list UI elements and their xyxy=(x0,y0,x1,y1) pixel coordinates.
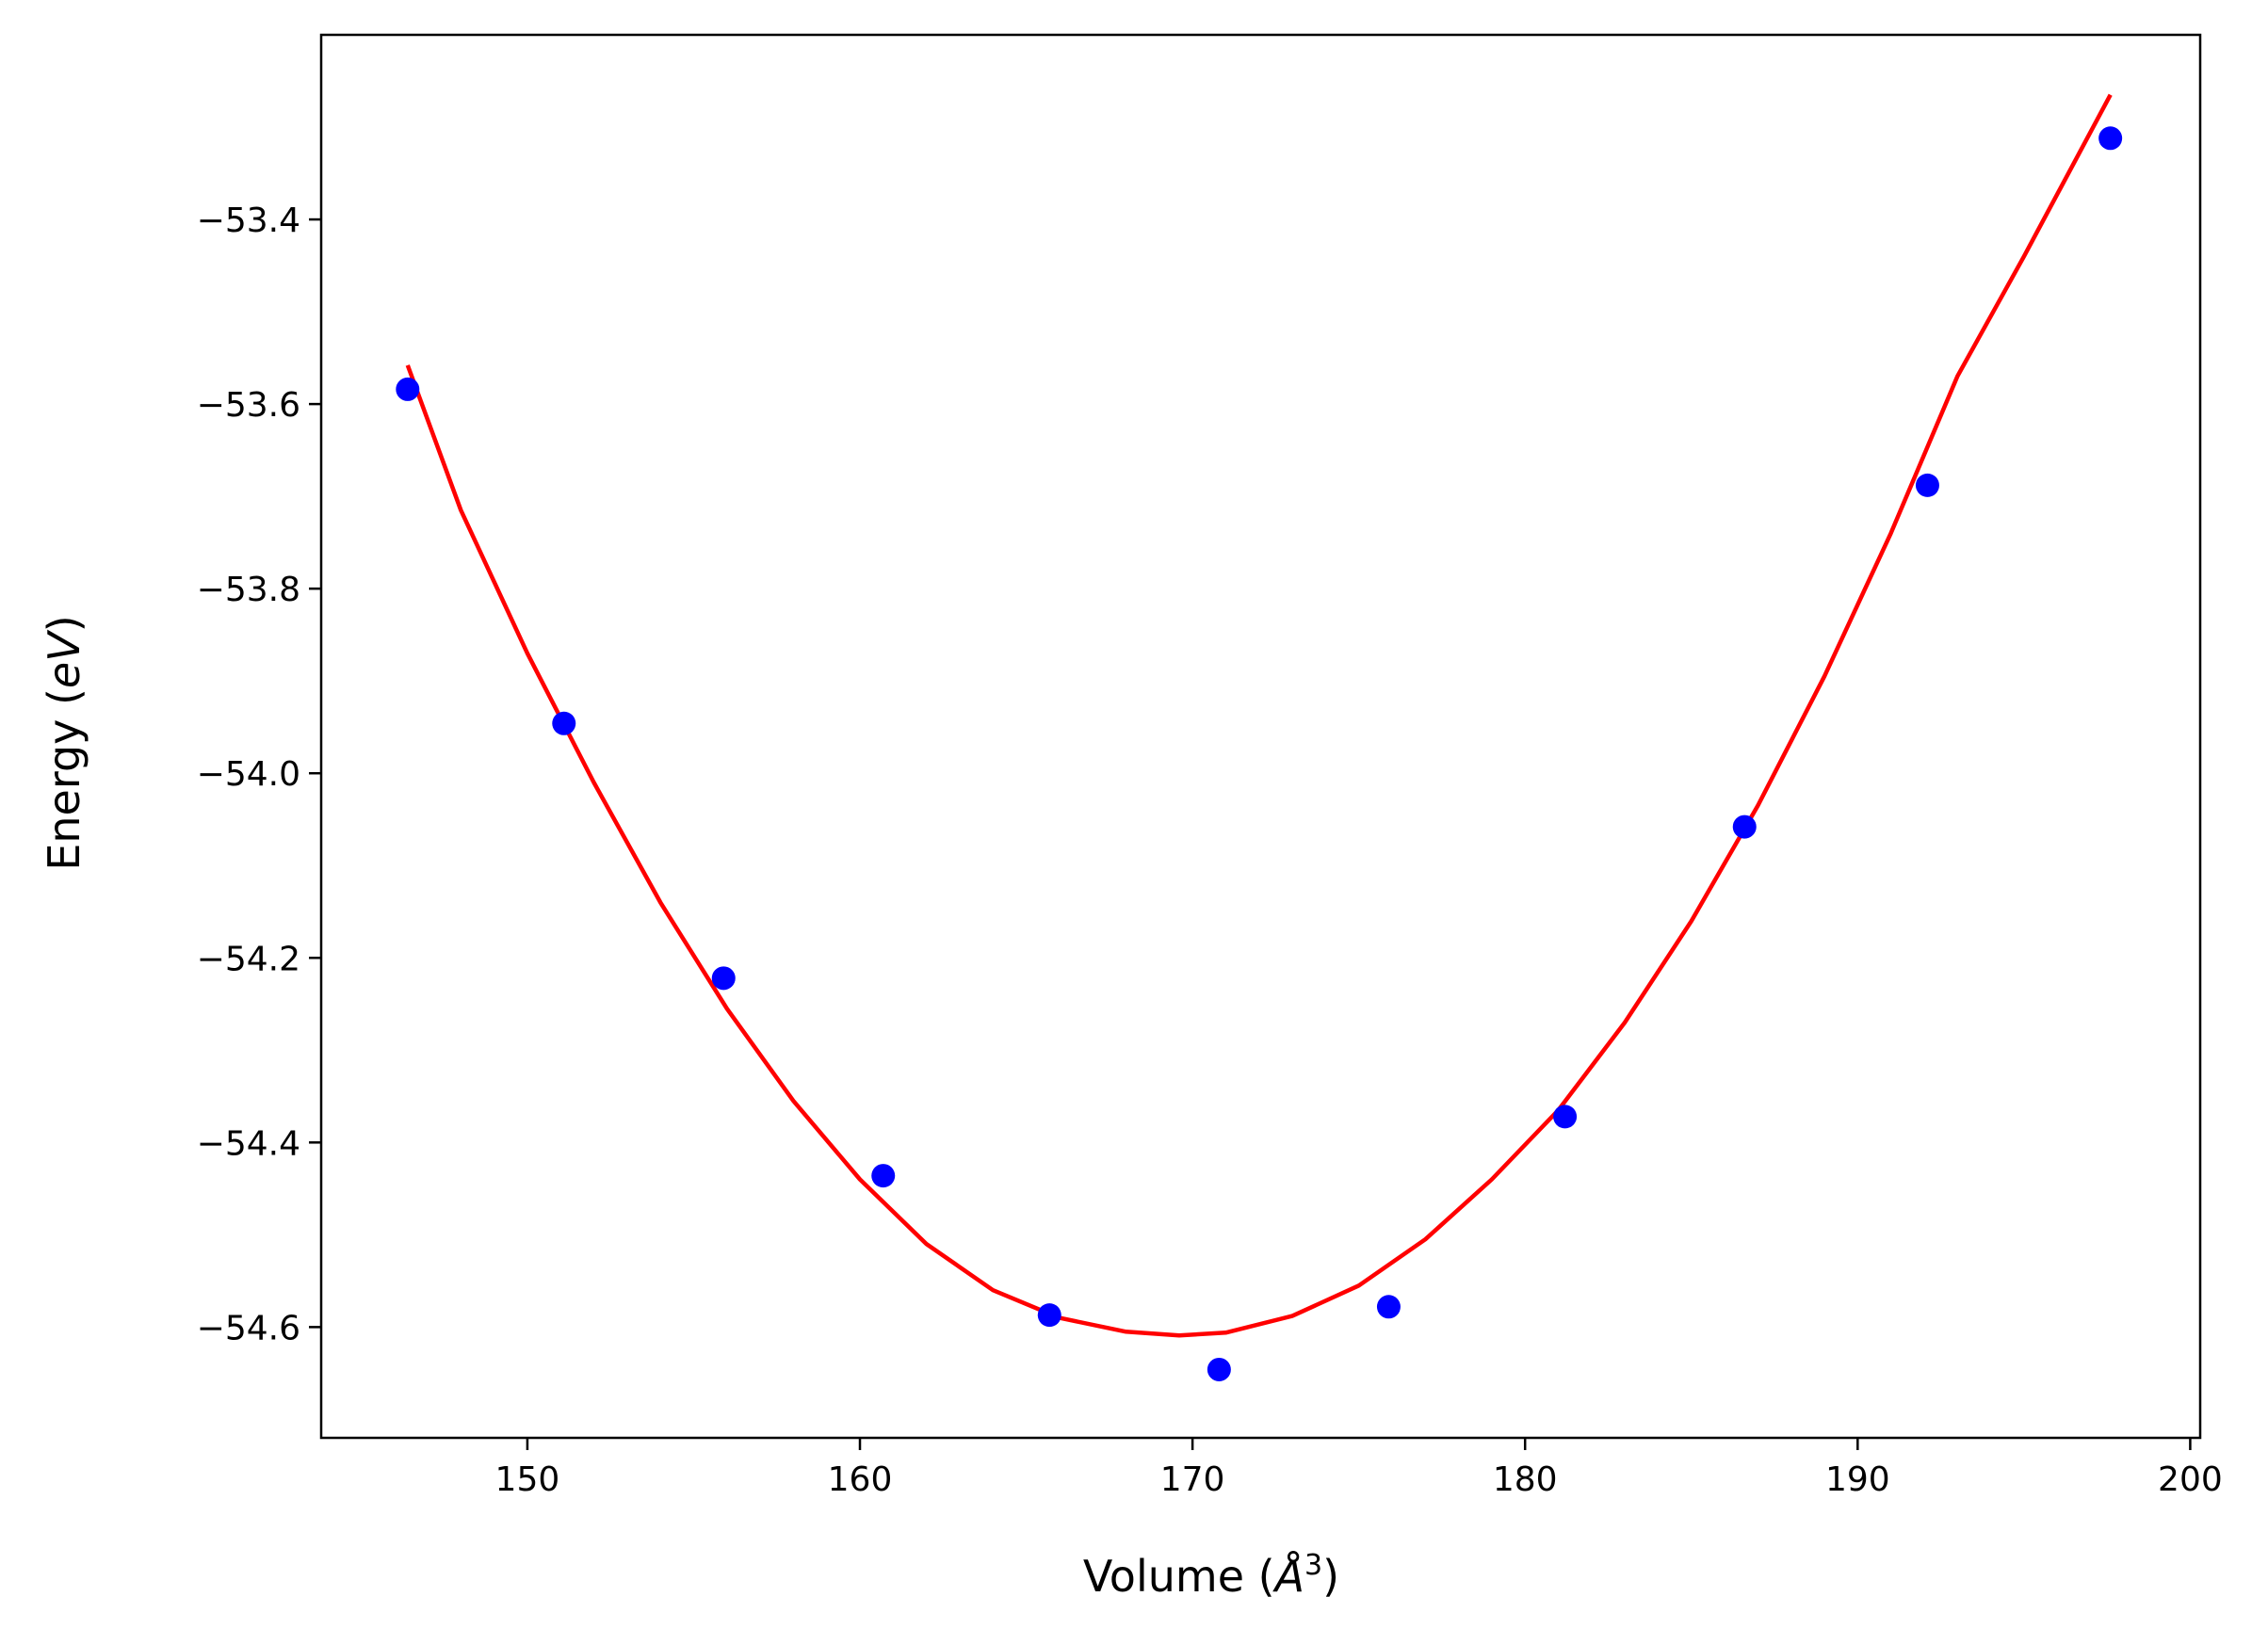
y-tick-label: −54.4 xyxy=(197,1124,300,1163)
y-tick-label: −54.2 xyxy=(197,940,300,978)
y-tick-label: −54.0 xyxy=(197,755,300,794)
plot-area xyxy=(396,93,2123,1381)
y-tick-label: −53.8 xyxy=(197,571,300,609)
data-point xyxy=(2098,126,2123,151)
data-point xyxy=(1037,1303,1061,1328)
data-point xyxy=(871,1164,896,1188)
y-axis-label: Energy (eV) xyxy=(39,615,89,870)
fit-curve xyxy=(405,93,2113,1338)
x-axis-ticks: 150 160 170 180 190 200 xyxy=(495,1438,2223,1499)
data-point xyxy=(1376,1295,1401,1319)
y-tick-label: −54.6 xyxy=(197,1309,300,1347)
data-point xyxy=(552,711,576,735)
axes-frame xyxy=(319,33,2202,1440)
y-axis-ticks: −53.4 −53.6 −53.8 −54.0 −54.2 −54.4 −54.6 xyxy=(197,202,321,1347)
x-axis-label: Volume (Å3) xyxy=(1083,1549,1339,1602)
x-tick-label: 150 xyxy=(495,1460,560,1499)
data-point xyxy=(1553,1105,1578,1129)
x-tick-label: 170 xyxy=(1160,1460,1225,1499)
y-tick-label: −53.4 xyxy=(197,202,300,240)
x-tick-label: 160 xyxy=(828,1460,893,1499)
x-tick-label: 190 xyxy=(1825,1460,1890,1499)
x-tick-label: 180 xyxy=(1493,1460,1558,1499)
data-point xyxy=(1207,1357,1231,1381)
x-tick-label: 200 xyxy=(2158,1460,2223,1499)
data-point xyxy=(1915,473,1939,497)
y-tick-label: −53.6 xyxy=(197,386,300,425)
data-point xyxy=(711,966,736,991)
data-point xyxy=(1732,814,1757,839)
data-point xyxy=(396,377,420,401)
